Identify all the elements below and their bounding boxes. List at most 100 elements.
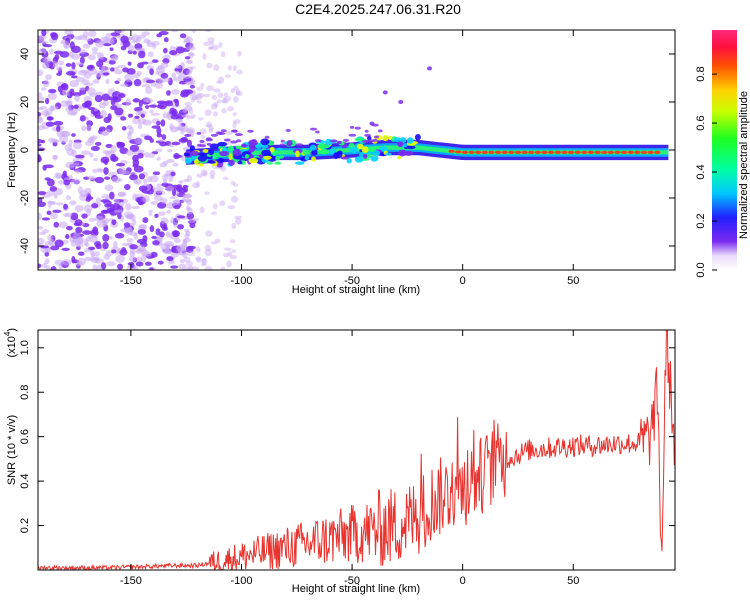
noise-speckle [45, 121, 55, 127]
noise-speckle [133, 178, 142, 185]
noise-speckle [227, 251, 233, 257]
noise-speckle [38, 212, 43, 221]
signal-peak [587, 150, 595, 154]
y-tick-label: 0.4 [19, 473, 31, 488]
signal-blob [280, 139, 285, 143]
noise-speckle [79, 115, 86, 122]
noise-speckle [74, 204, 84, 213]
noise-speckle [125, 98, 132, 107]
signal-blob [314, 139, 322, 143]
noise-speckle [125, 149, 134, 156]
noise-speckle [150, 175, 159, 183]
noise-speckle [173, 199, 181, 206]
noise-speckle [234, 215, 243, 220]
noise-speckle [49, 48, 54, 55]
noise-speckle [170, 114, 180, 120]
noise-speckle [74, 169, 83, 174]
signal-blob [237, 160, 243, 165]
isolated-blob [369, 121, 375, 126]
noise-speckle [38, 197, 43, 203]
noise-speckle [207, 37, 215, 43]
noise-speckle [75, 226, 83, 234]
signal-blob [309, 127, 318, 131]
noise-speckle [97, 168, 104, 173]
colorbar-label: Normalized spectral amplitude [738, 91, 750, 239]
y-tick-label: 0 [19, 147, 31, 153]
y-tick-label: -20 [19, 190, 31, 206]
signal-blob [377, 129, 383, 133]
noise-speckle [101, 209, 108, 214]
signal-blob [217, 141, 228, 147]
signal-blob [235, 133, 243, 137]
noise-speckle [122, 67, 130, 73]
noise-speckle [203, 93, 211, 98]
noise-speckle [209, 41, 214, 46]
signal-blob [228, 153, 233, 161]
noise-speckle [71, 178, 81, 185]
noise-speckle [189, 217, 196, 224]
noise-speckle [156, 104, 164, 109]
noise-speckle [185, 246, 194, 253]
signal-blob [235, 145, 243, 150]
noise-speckle [218, 41, 223, 48]
noise-speckle [213, 64, 220, 72]
noise-speckle [72, 141, 82, 150]
signal-blob [285, 128, 291, 132]
noise-speckle [38, 263, 42, 269]
noise-speckle [55, 202, 64, 206]
noise-speckle [179, 72, 185, 77]
noise-speckle [74, 219, 83, 227]
noise-speckle [129, 174, 139, 181]
y-tick-label: -40 [19, 238, 31, 254]
signal-blob [260, 138, 270, 146]
noise-speckle [185, 205, 191, 211]
x-tick-label: 50 [567, 275, 579, 287]
noise-speckle [154, 213, 159, 218]
signal-blob [277, 147, 283, 151]
noise-speckle [85, 242, 90, 247]
noise-speckle [38, 69, 44, 77]
noise-speckle [189, 41, 194, 49]
noise-speckle [74, 154, 85, 159]
signal-band-mid [186, 143, 669, 162]
noise-speckle [185, 59, 194, 65]
signal-blob [269, 146, 275, 153]
noise-speckle [136, 245, 146, 252]
noise-speckle [191, 30, 196, 34]
noise-speckle [53, 139, 60, 144]
noise-speckle [175, 65, 182, 69]
signal-blob [228, 159, 235, 166]
x-tick-label: -150 [120, 575, 142, 587]
signal-blob [366, 146, 377, 153]
noise-speckle [115, 254, 126, 263]
noise-speckle [188, 107, 194, 115]
noise-speckle [74, 94, 80, 102]
colorbar-ticks: 0.0 0.2 0.4 0.6 0.8 [695, 66, 717, 278]
noise-speckle [82, 43, 91, 49]
noise-speckle [41, 217, 50, 221]
noise-speckle [201, 258, 207, 263]
noise-speckle [41, 262, 48, 269]
signal-blob [309, 144, 317, 151]
signal-peak [461, 150, 469, 154]
noise-speckle [220, 165, 227, 172]
signal-blob [388, 135, 393, 140]
noise-speckle [141, 31, 151, 36]
noise-speckle [221, 107, 227, 114]
noise-speckle [84, 140, 94, 146]
noise-speckle [204, 30, 212, 33]
noise-speckle [56, 66, 63, 71]
noise-speckle [38, 237, 45, 245]
noise-speckle [111, 219, 117, 226]
noise-speckle [50, 266, 57, 270]
noise-speckle [142, 195, 150, 203]
noise-speckle [217, 92, 224, 98]
noise-speckle [179, 33, 187, 39]
noise-speckle [46, 210, 52, 216]
noise-speckle [196, 257, 202, 263]
noise-speckle [173, 238, 181, 244]
noise-speckle [127, 61, 132, 66]
noise-speckle [149, 267, 154, 270]
noise-speckle [137, 228, 147, 235]
noise-speckle [156, 33, 163, 38]
